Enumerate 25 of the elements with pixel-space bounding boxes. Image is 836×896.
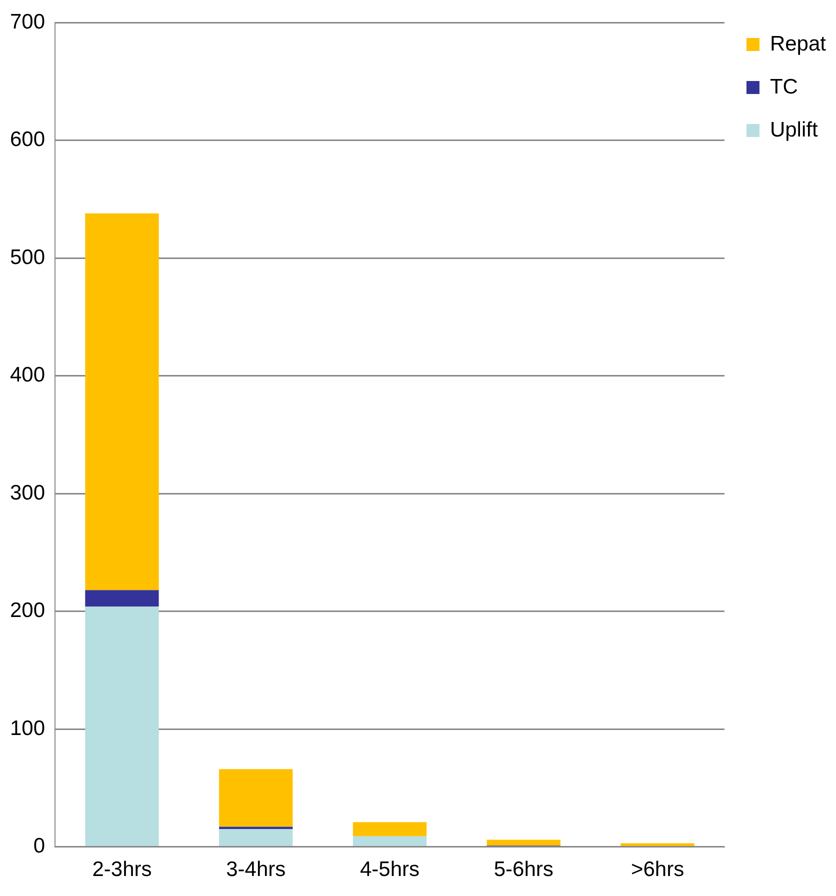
y-tick-label: 700: [10, 10, 46, 34]
legend-label: Repat: [770, 32, 826, 56]
bar: [219, 829, 293, 846]
x-tick-label: 5-6hrs: [494, 858, 554, 882]
bar: [352, 836, 427, 846]
x-tick-label: >6hrs: [630, 858, 684, 882]
x-tick-label: 2-3hrs: [92, 858, 152, 882]
bar: [352, 822, 427, 836]
bar: [85, 606, 159, 846]
bar: [85, 213, 159, 590]
y-tick-label: 200: [10, 599, 46, 622]
y-tick-label: 400: [10, 364, 46, 387]
y-tick-label: 500: [10, 246, 46, 269]
x-tick-label: 3-4hrs: [226, 858, 286, 882]
legend-label: TC: [770, 75, 798, 98]
x-tick-label: 4-5hrs: [360, 858, 420, 882]
bar: [620, 843, 694, 846]
bar: [85, 590, 159, 607]
y-tick-label: 0: [33, 834, 46, 858]
legend-label: Uplift: [770, 118, 818, 142]
bar: [219, 769, 293, 827]
y-tick-label: 100: [10, 716, 46, 740]
bar: [486, 840, 560, 846]
y-tick-label: 300: [10, 481, 46, 504]
y-tick-label: 600: [10, 128, 46, 152]
